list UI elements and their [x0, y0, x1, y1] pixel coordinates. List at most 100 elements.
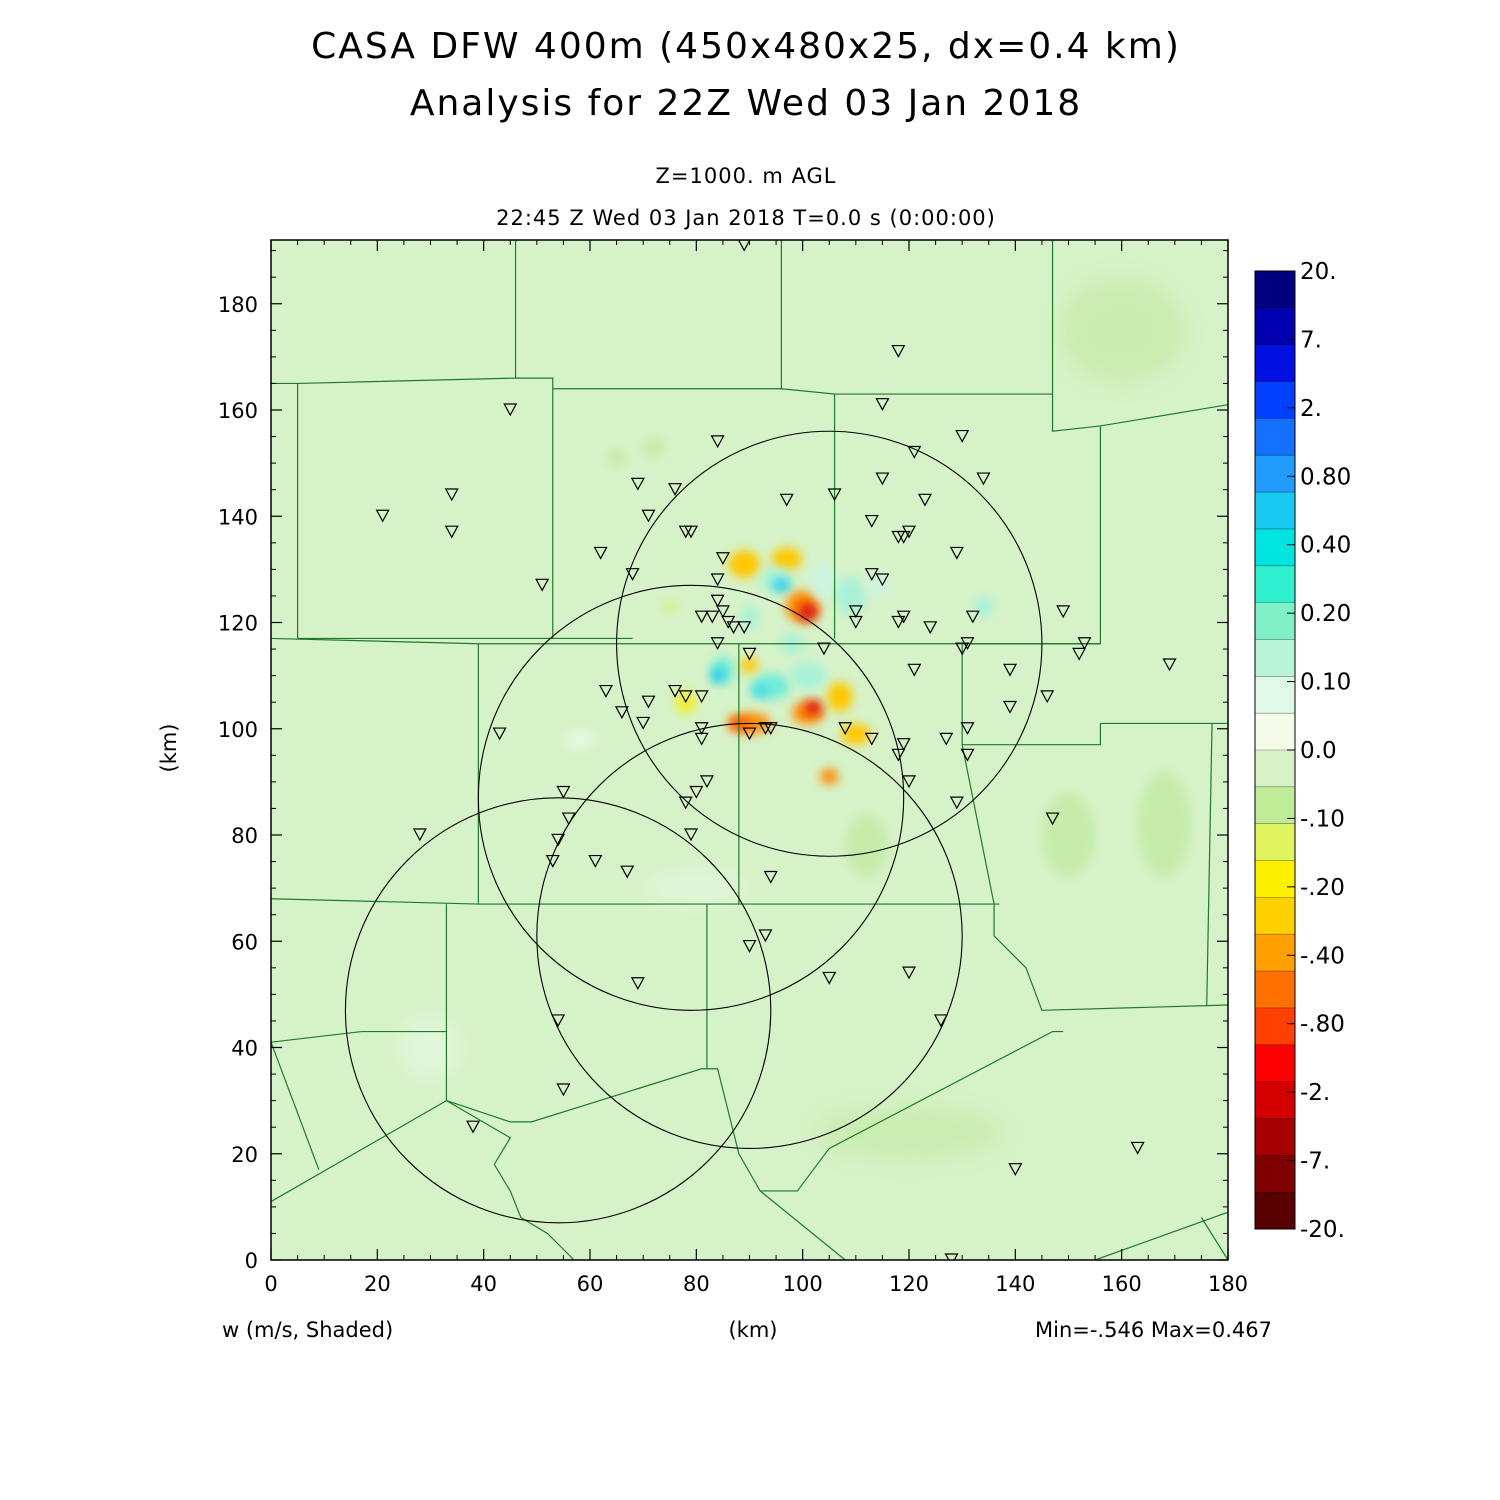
y-tick-label: 140: [218, 505, 258, 529]
station-marker: [939, 732, 954, 746]
station-marker: [678, 525, 693, 539]
station-marker: [668, 684, 683, 698]
w-anomaly: [643, 872, 750, 905]
station-marker: [551, 833, 566, 847]
station-marker: [955, 429, 970, 443]
station-marker: [678, 690, 693, 704]
station-marker: [779, 493, 794, 507]
county-line: [271, 1100, 447, 1203]
colorbar-segment: [1255, 823, 1295, 862]
station-marker: [444, 525, 459, 539]
station-marker: [891, 615, 906, 629]
county-line: [759, 1190, 846, 1260]
colorbar-segment: [1255, 934, 1295, 972]
station-marker: [933, 1014, 948, 1028]
station-marker: [838, 722, 853, 736]
w-anomaly: [827, 682, 853, 712]
station-marker: [901, 775, 917, 789]
w-anomaly: [810, 559, 838, 601]
county-line: [1200, 1217, 1228, 1260]
w-anomaly: [798, 602, 818, 621]
w-anomaly: [771, 547, 802, 571]
y-tick-label: 180: [218, 293, 258, 317]
station-marker: [593, 546, 608, 560]
county-line: [271, 382, 633, 640]
station-marker: [1077, 637, 1092, 651]
colorbar-segment: [1255, 344, 1295, 383]
colorbar-segment: [1255, 1007, 1295, 1046]
w-anomaly: [835, 576, 866, 616]
station-marker: [561, 812, 576, 826]
w-anomaly: [813, 1105, 1005, 1160]
station-marker: [960, 722, 975, 736]
w-anomaly: [751, 685, 769, 698]
y-tick-label: 0: [245, 1249, 258, 1273]
axis-ticks: 0 20 40 60 80 100 120 140 160 180 0 20 40 60 80 100 120 1…: [218, 240, 1248, 1296]
station-marker: [891, 344, 906, 358]
station-marker: [1003, 663, 1018, 677]
station-marker: [668, 483, 683, 496]
x-tick-label: 100: [783, 1272, 823, 1296]
x-tick-label: 80: [683, 1272, 710, 1296]
colorbar-segment: [1255, 1081, 1295, 1119]
station-marker: [875, 573, 890, 587]
colorbar-segment: [1255, 565, 1295, 604]
colorbar-label: -.20: [1300, 875, 1345, 901]
station-marker: [917, 493, 932, 507]
time-label: 22:45 Z Wed 03 Jan 2018 T=0.0 s (0:00:00…: [496, 206, 996, 230]
station-marker: [901, 966, 917, 980]
range-ring: [344, 797, 772, 1224]
station-marker: [949, 546, 964, 560]
w-anomaly: [563, 728, 596, 750]
x-tick-label: 40: [470, 1272, 497, 1296]
colorbar-label: 7.: [1300, 327, 1322, 353]
colorbar-segment: [1255, 971, 1295, 1009]
station-marker: [864, 568, 879, 581]
station-marker: [715, 552, 730, 566]
colorbar-segment: [1255, 897, 1295, 935]
x-axis-label: (km): [728, 1318, 777, 1342]
station-marker: [710, 637, 725, 651]
station-marker: [678, 796, 693, 810]
station-marker: [742, 647, 757, 661]
station-marker: [875, 472, 890, 486]
colorbar-label: 0.0: [1300, 738, 1337, 764]
title-line-1: CASA DFW 400m (450x480x25, dx=0.4 km): [311, 26, 1181, 67]
title-line-2: Analysis for 22Z Wed 03 Jan 2018: [410, 83, 1082, 124]
station-marker: [1162, 658, 1177, 672]
station-marker: [710, 573, 725, 587]
x-tick-label: 140: [995, 1272, 1035, 1296]
station-marker: [896, 610, 911, 624]
county-line: [271, 637, 1101, 645]
colorbar-segment: [1255, 602, 1295, 640]
county-line: [1206, 723, 1213, 1006]
x-tick-label: 20: [364, 1272, 391, 1296]
station-marker: [1072, 647, 1087, 661]
station-marker: [641, 695, 656, 709]
colorbar-segment: [1255, 1192, 1295, 1230]
station-marker: [444, 488, 459, 502]
w-anomaly: [711, 668, 724, 684]
station-marker: [551, 1014, 566, 1028]
station-marker: [960, 748, 975, 762]
w-anomaly: [642, 437, 666, 457]
station-marker: [816, 642, 831, 656]
station-marker: [907, 663, 922, 677]
colorbar-segment: [1255, 381, 1295, 419]
colorbar-label: 0.40: [1300, 533, 1351, 559]
station-marker: [864, 514, 879, 528]
y-tick-label: 120: [218, 612, 258, 636]
colorbar-segment: [1255, 676, 1295, 714]
colorbar-label: 20.: [1300, 259, 1337, 285]
radar-range-rings: [344, 430, 1043, 1224]
y-tick-label: 100: [218, 718, 258, 742]
station-marker: [598, 684, 613, 698]
station-marker: [742, 727, 757, 741]
station-marker: [614, 706, 629, 720]
county-line: [271, 1041, 320, 1170]
w-anomaly: [820, 768, 839, 785]
colorbar-segment: [1255, 492, 1295, 530]
map-background: [271, 240, 1228, 1260]
w-anomaly: [739, 606, 760, 628]
county-line: [1051, 394, 1228, 432]
